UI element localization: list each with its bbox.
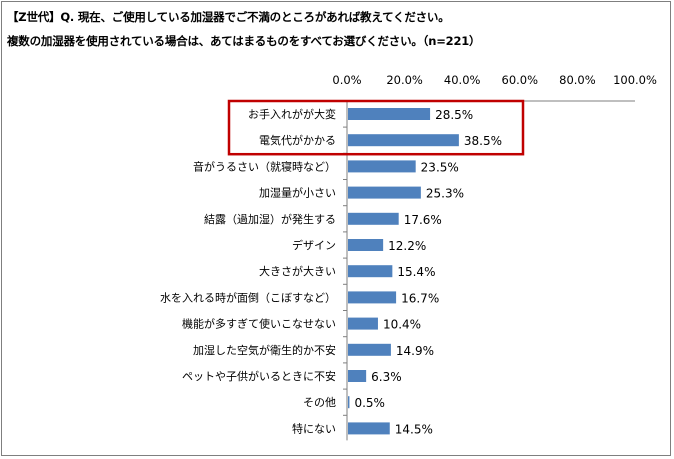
data-label: 15.4% <box>397 265 435 279</box>
x-tick-label: 60.0% <box>502 73 539 87</box>
x-tick-label: 0.0% <box>332 73 361 87</box>
data-label: 17.6% <box>404 213 442 227</box>
chart-question-line-1: 【Z世代】Q. 現在、ご使用している加湿器でご不満のところがあれば教えてください… <box>7 10 450 24</box>
data-label: 0.5% <box>354 396 385 410</box>
x-tick-label: 100.0% <box>613 73 657 87</box>
x-tick-label: 80.0% <box>559 73 596 87</box>
category-label: 機能が多すぎて使いこなせない <box>182 317 336 331</box>
bar <box>348 108 431 120</box>
bar <box>348 160 416 173</box>
bar <box>348 317 378 330</box>
data-label: 38.5% <box>464 134 502 148</box>
x-tick-label: 40.0% <box>444 73 481 87</box>
category-label: 結露（過加湿）が発生する <box>204 212 336 226</box>
category-label: 加湿量が小さい <box>259 186 336 200</box>
bar <box>348 370 367 382</box>
category-label: 特にない <box>292 421 336 435</box>
highlight-box <box>227 99 525 156</box>
category-label: その他 <box>303 396 336 409</box>
bar <box>348 239 384 251</box>
data-label: 23.5% <box>421 160 459 174</box>
category-label: 音がうるさい（就寝時など） <box>193 159 336 173</box>
bar <box>348 291 397 304</box>
bar <box>348 186 421 199</box>
x-tick-label: 20.0% <box>386 73 423 87</box>
bar <box>348 396 350 409</box>
chart-question-line-2: 複数の加湿器を使用されている場合は、あてはまるものをすべてお選びください。（n=… <box>7 34 481 48</box>
category-label: 加湿した空気が衛生的か不安 <box>193 343 336 357</box>
data-label: 25.3% <box>426 187 464 201</box>
bar <box>348 212 399 225</box>
category-label: ペットや子供がいるときに不安 <box>182 369 336 383</box>
category-label: 電気代がかかる <box>259 133 336 147</box>
data-label: 12.2% <box>388 239 426 253</box>
data-label: 14.5% <box>395 422 433 436</box>
data-label: 14.9% <box>396 344 434 358</box>
category-label: 水を入れる時が面倒（こぼすなど） <box>160 290 336 304</box>
data-label: 16.7% <box>401 291 439 305</box>
bar <box>348 265 393 278</box>
bar <box>348 422 390 435</box>
data-label: 10.4% <box>383 318 421 332</box>
category-label: 大きさが大きい <box>259 264 336 278</box>
bar <box>348 343 391 356</box>
category-label: デザイン <box>292 238 336 252</box>
data-label: 28.5% <box>435 108 473 122</box>
category-label: お手入れがが大変 <box>248 107 336 121</box>
data-label: 6.3% <box>371 370 402 384</box>
bar <box>348 134 459 147</box>
